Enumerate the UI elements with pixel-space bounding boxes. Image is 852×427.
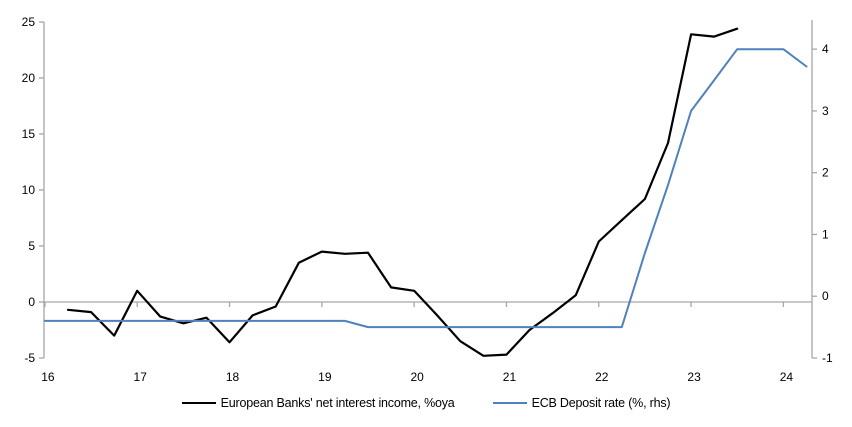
series-line-ecb-deposit-rate (43, 48, 808, 329)
right-axis-tick-label: 3 (822, 104, 829, 118)
x-axis-tick-label: 18 (226, 370, 240, 384)
legend-line-sample-black (181, 402, 216, 404)
x-axis-tick-label: 20 (410, 370, 424, 384)
left-axis-tick-label: 5 (28, 239, 35, 253)
legend-item-net-interest-income: European Banks' net interest income, %oy… (181, 396, 455, 410)
legend-line-sample-blue (492, 402, 527, 404)
left-axis-tick-label: 25 (22, 15, 36, 29)
right-axis-tick-label: 1 (822, 227, 829, 241)
right-axis-tick-label: -1 (822, 351, 833, 365)
x-axis-tick-label: 23 (687, 370, 701, 384)
chart-legend: European Banks' net interest income, %oy… (0, 396, 852, 410)
right-axis-tick-label: 4 (822, 42, 829, 56)
right-axis-tick-label: 2 (822, 166, 829, 180)
x-axis-tick-label: 21 (503, 370, 517, 384)
x-axis-tick-label: 19 (318, 370, 332, 384)
right-axis-tick-label: 0 (822, 289, 829, 303)
legend-item-ecb-deposit-rate: ECB Deposit rate (%, rhs) (492, 396, 671, 410)
x-axis-tick-label: 17 (134, 370, 148, 384)
x-axis-tick-label: 24 (780, 370, 794, 384)
x-axis-tick-label: 16 (41, 370, 55, 384)
left-axis-tick-label: 10 (22, 183, 36, 197)
left-axis-tick-label: 20 (22, 71, 36, 85)
x-axis-tick-label: 22 (595, 370, 609, 384)
left-axis-tick-label: -5 (24, 351, 35, 365)
series-line-net-interest-income (66, 27, 739, 357)
left-axis-tick-label: 15 (22, 127, 36, 141)
legend-label-net-interest-income: European Banks' net interest income, %oy… (220, 396, 455, 410)
left-axis-tick-label: 0 (28, 295, 35, 309)
legend-label-ecb-deposit-rate: ECB Deposit rate (%, rhs) (531, 396, 671, 410)
